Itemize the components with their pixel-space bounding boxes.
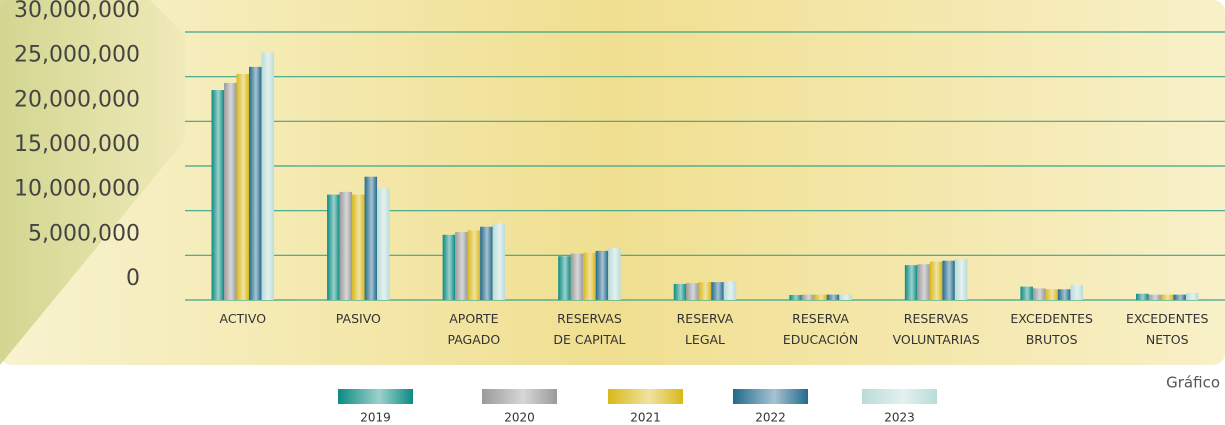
x-tick-label: EXCEDENTES BRUTOS xyxy=(1010,311,1093,347)
bar xyxy=(595,250,609,300)
y-tick-label: 10,000,000 xyxy=(14,177,140,202)
bar xyxy=(929,261,943,300)
y-tick-label: 20,000,000 xyxy=(14,87,140,112)
bar xyxy=(1070,284,1083,300)
bar xyxy=(224,82,237,300)
x-tick-label: PASIVO xyxy=(335,311,381,326)
bar xyxy=(826,294,840,300)
bar xyxy=(467,230,481,300)
bar xyxy=(673,283,687,300)
bar xyxy=(698,282,712,300)
bar xyxy=(455,232,468,300)
x-tick-label: RESERVAS DE CAPITAL xyxy=(553,311,626,347)
bar xyxy=(558,256,571,300)
caption: Gráfico xyxy=(1166,374,1220,392)
bar xyxy=(480,226,493,300)
bar xyxy=(942,260,955,300)
bar xyxy=(686,283,699,300)
x-tick-label: APORTE PAGADO xyxy=(447,311,501,347)
bar xyxy=(352,194,365,300)
bar xyxy=(608,248,621,300)
bar xyxy=(1032,288,1046,300)
bar xyxy=(954,258,968,300)
legend-swatch xyxy=(338,389,413,404)
bar xyxy=(236,73,250,300)
bar xyxy=(1185,292,1199,300)
x-tick-label: RESERVA LEGAL xyxy=(676,311,734,347)
x-tick-label: ACTIVO xyxy=(219,311,267,326)
bar xyxy=(904,265,918,300)
bar xyxy=(211,90,225,300)
bar xyxy=(583,252,596,300)
legend-swatch xyxy=(482,389,557,404)
legend-label: 2019 xyxy=(360,411,391,425)
bar xyxy=(1020,286,1033,300)
x-tick-label: RESERVAS VOLUNTARIAS xyxy=(892,311,980,347)
bar xyxy=(1173,294,1186,300)
bar xyxy=(327,194,340,300)
legend-swatch xyxy=(733,389,808,404)
y-tick-label: 0 xyxy=(126,266,140,291)
bar xyxy=(1148,294,1161,300)
bar xyxy=(1160,294,1174,300)
x-tick-label: EXCEDENTES NETOS xyxy=(1125,311,1209,347)
panel-wedge xyxy=(0,0,185,365)
bar xyxy=(1045,289,1058,300)
bar xyxy=(339,191,353,300)
x-tick-label: RESERVA EDUCACIÓN xyxy=(782,311,859,347)
bar xyxy=(711,282,724,300)
bar xyxy=(1057,289,1071,300)
bar xyxy=(570,253,584,300)
bar xyxy=(1135,293,1149,300)
bar xyxy=(492,223,506,300)
legend-label: 2023 xyxy=(884,411,915,425)
y-tick-label: 30,000,000 xyxy=(14,0,140,23)
y-tick-label: 25,000,000 xyxy=(14,43,140,68)
y-tick-label: 15,000,000 xyxy=(14,132,140,157)
legend-label: 2020 xyxy=(504,411,535,425)
legend-swatch xyxy=(862,389,937,404)
bar xyxy=(801,294,815,300)
bar xyxy=(723,281,737,300)
bar xyxy=(377,188,390,300)
bar xyxy=(364,176,378,300)
bar xyxy=(442,234,456,300)
legend-label: 2021 xyxy=(630,411,661,425)
bar xyxy=(789,294,802,300)
y-tick-label: 5,000,000 xyxy=(28,221,140,246)
bar xyxy=(814,294,827,300)
bar xyxy=(249,66,262,300)
bar xyxy=(261,52,275,301)
bar xyxy=(839,294,852,300)
legend-label: 2022 xyxy=(755,411,786,425)
bar xyxy=(917,264,930,300)
legend-swatch xyxy=(608,389,683,404)
